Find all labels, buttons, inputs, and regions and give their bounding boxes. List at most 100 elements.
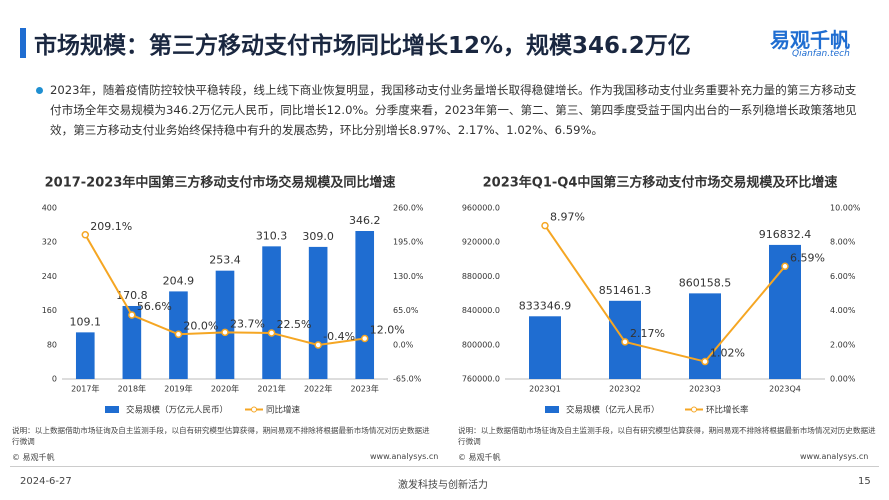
- line-point: [128, 311, 136, 319]
- x-tick-label: 2022年: [304, 384, 332, 394]
- chart-title: 2017-2023年中国第三方移动支付市场交易规模及同比增速: [45, 175, 396, 191]
- y2-tick-label: 65.0%: [393, 306, 419, 315]
- x-tick-label: 2023Q3: [689, 385, 721, 394]
- chart-title: 2023年Q1-Q4中国第三方移动支付市场交易规模及环比增速: [483, 175, 838, 191]
- paragraph: 2023年，随着疫情防控较快平稳转段，线上线下商业恢复明显，我国移动支付业务量增…: [50, 83, 857, 137]
- y2-tick-label: 130.0%: [393, 272, 424, 281]
- line-point: [781, 262, 789, 271]
- bar: [122, 305, 142, 379]
- legend-label: 交易规模（万亿元人民币）: [126, 405, 228, 416]
- y-tick-label: 320: [42, 238, 57, 247]
- x-tick-label: 2019年: [164, 384, 192, 394]
- y2-tick-label: 195.0%: [393, 238, 424, 247]
- bar-value-label: 309.0: [302, 230, 334, 243]
- y-tick-label: 240: [42, 272, 57, 281]
- x-tick-label: 2020年: [211, 384, 239, 394]
- bar-value-label: 204.9: [163, 274, 195, 287]
- y-tick-label: 160: [42, 306, 57, 315]
- note: 说明：以上数据借助市场征询及自主监测手段，以自有研究模型估算获得，期间易观不排除…: [12, 426, 430, 446]
- y-tick-label: 960000.0: [462, 204, 500, 213]
- y2-tick-label: 260.0%: [393, 204, 424, 213]
- source: © 易观千帆: [12, 453, 55, 462]
- y-tick-label: 840000.0: [462, 306, 500, 315]
- line-value-label: 8.97%: [550, 211, 585, 224]
- line-value-label: 2.17%: [630, 327, 665, 340]
- line-value-label: 56.6%: [137, 300, 172, 313]
- y2-tick-label: 0.00%: [830, 375, 856, 384]
- line-value-label: 23.7%: [230, 317, 265, 330]
- bar-value-label: 109.1: [70, 315, 102, 328]
- bar: [215, 270, 235, 379]
- legend-swatch: [251, 406, 257, 413]
- line-point: [360, 334, 369, 343]
- line: [544, 225, 786, 363]
- legend-swatch: [105, 406, 119, 413]
- bar-value-label: 170.8: [116, 289, 148, 302]
- legend-label: 环比增长率: [706, 405, 749, 416]
- y-tick-label: 880000.0: [462, 272, 500, 281]
- bar-value-label: 253.4: [209, 254, 241, 267]
- y-tick-label: 760000.0: [462, 375, 500, 384]
- footer-date: 2024-6-27: [20, 476, 72, 487]
- bar: [75, 332, 95, 379]
- y-tick-label: 800000.0: [462, 340, 500, 349]
- y2-tick-label: 6.00%: [830, 272, 856, 281]
- y-tick-label: 0: [52, 375, 57, 384]
- y2-tick-label: 8.00%: [830, 238, 856, 247]
- line-point: [267, 329, 276, 337]
- legend-label: 同比增速: [266, 405, 301, 416]
- line-value-label: -0.4%: [323, 330, 355, 343]
- y2-tick-label: 0.0%: [393, 340, 414, 349]
- line-value-label: 209.1%: [90, 220, 132, 233]
- line-point: [174, 330, 183, 339]
- bar: [529, 316, 561, 379]
- legend-label: 交易规模（亿元人民币）: [566, 405, 660, 416]
- y-tick-label: 80: [47, 340, 57, 349]
- bar-value-label: 833346.9: [519, 299, 572, 312]
- y2-tick-label: 2.00%: [830, 340, 856, 349]
- y-tick-label: 920000.0: [462, 238, 500, 247]
- bar: [262, 246, 281, 379]
- legend-swatch: [691, 406, 697, 413]
- line-point: [81, 231, 90, 239]
- legend-swatch: [545, 406, 559, 413]
- line-value-label: 22.5%: [277, 318, 312, 331]
- y2-tick-label: -65.0%: [393, 375, 422, 384]
- page-number: 15: [858, 476, 871, 487]
- bar-value-label: 310.3: [256, 229, 288, 242]
- bar-value-label: 860158.5: [679, 276, 732, 289]
- y-tick-label: 400: [42, 204, 57, 213]
- logo-cn: 易观千帆: [770, 28, 850, 52]
- line-point: [314, 341, 322, 349]
- y2-tick-label: 10.00%: [830, 204, 861, 213]
- website: www.analysys.cn: [800, 452, 869, 461]
- x-tick-label: 2023Q1: [529, 385, 561, 394]
- line-point: [621, 338, 629, 346]
- line-value-label: 20.0%: [183, 319, 218, 332]
- line-value-label: 6.59%: [790, 251, 825, 264]
- bar: [308, 246, 328, 379]
- x-tick-label: 2023年: [351, 384, 379, 394]
- x-tick-label: 2023Q2: [609, 385, 641, 394]
- line-value-label: 12.0%: [370, 323, 405, 336]
- y2-tick-label: 4.00%: [830, 306, 856, 315]
- bar-value-label: 916832.4: [759, 228, 812, 241]
- divider: [10, 466, 879, 467]
- footer-slogan: 激发科技与创新活力: [398, 480, 488, 491]
- title-accent: [20, 28, 26, 58]
- bar: [689, 293, 721, 379]
- x-tick-label: 2023Q4: [769, 385, 801, 394]
- website: www.analysys.cn: [370, 452, 439, 461]
- source: © 易观千帆: [458, 453, 501, 462]
- slide-title: 市场规模：第三方移动支付市场同比增长12%，规模346.2万亿: [34, 33, 691, 59]
- bullet: [36, 87, 43, 94]
- line-point: [701, 357, 709, 366]
- line-point: [221, 328, 229, 337]
- x-tick-label: 2017年: [71, 384, 99, 394]
- line-value-label: 1.02%: [710, 347, 745, 360]
- line-point: [541, 221, 549, 230]
- bar-value-label: 851461.3: [599, 284, 652, 297]
- note: 说明：以上数据借助市场征询及自主监测手段，以自有研究模型估算获得，期间易观不排除…: [458, 426, 876, 446]
